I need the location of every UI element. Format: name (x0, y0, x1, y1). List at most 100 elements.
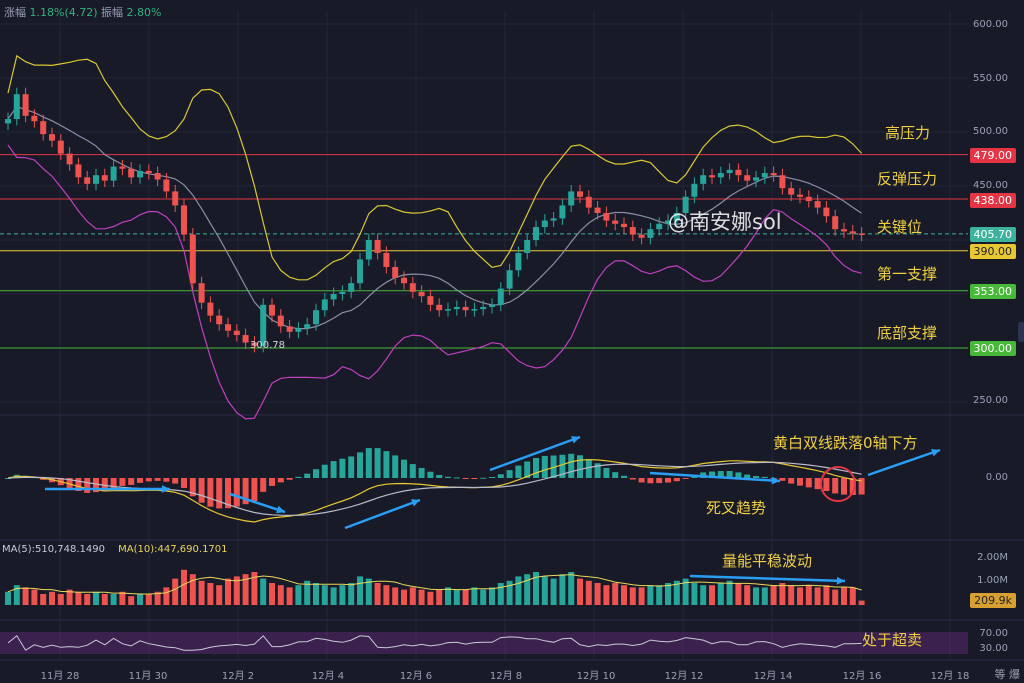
volume-bar (145, 594, 152, 605)
volume-bar (559, 574, 566, 605)
candle-body (13, 94, 20, 120)
macd-bar (365, 448, 372, 478)
candle-body (709, 175, 715, 178)
candle-body (744, 175, 751, 181)
volume-bar (84, 594, 91, 605)
macd-bar (594, 463, 601, 478)
macd-bar (744, 474, 751, 478)
candle-body (717, 173, 724, 178)
volume-bar (286, 587, 293, 605)
candle-body (348, 283, 355, 292)
volume-bar (603, 585, 610, 605)
volume-bar (832, 589, 839, 605)
macd-bar (269, 478, 275, 486)
volume-bar (726, 580, 733, 605)
volume-bar (541, 576, 548, 605)
macd-bar (154, 478, 161, 481)
volume-bar (357, 576, 363, 605)
macd-bar (110, 478, 117, 489)
candle-body (480, 306, 487, 310)
macd-bar (207, 478, 214, 507)
candle-body (101, 175, 108, 181)
volume-bar (401, 589, 407, 605)
candle-body (700, 175, 707, 184)
macd-bar (480, 477, 487, 479)
candle-body (770, 173, 777, 176)
macd-bar (330, 461, 337, 478)
x-label-dec2: 12月 2 (221, 671, 255, 682)
volume-bar (22, 587, 29, 605)
candle-body (57, 140, 64, 154)
candle-body (128, 168, 135, 178)
candle-body (339, 291, 346, 294)
annotation-death-cross: 死叉趋势 (706, 499, 767, 517)
corner-controls[interactable]: 等 爆 (994, 668, 1021, 681)
candle-body (665, 220, 671, 224)
annotation-key-level: 关键位 (877, 218, 923, 236)
macd-bar (612, 472, 619, 478)
volume-bar (612, 583, 619, 605)
macd-bar (128, 478, 135, 485)
macd-bar (673, 478, 680, 482)
macd-bar (497, 474, 504, 478)
macd-bar (823, 478, 830, 492)
macd-bar (788, 478, 795, 484)
macd-bar (638, 478, 645, 483)
volume-bar (841, 587, 847, 605)
candle-body (823, 207, 830, 217)
volume-bar (260, 578, 267, 605)
volume-bar (489, 587, 495, 605)
macd-bar (682, 478, 689, 479)
macd-bar (665, 478, 671, 483)
macd-bar (726, 471, 733, 478)
x-label-dec18: 12月 18 (930, 671, 970, 682)
volume-bar (550, 578, 557, 605)
volume-bar (181, 569, 187, 605)
volume-bar (471, 587, 478, 605)
candle-body (656, 223, 663, 230)
candle-body (568, 191, 575, 206)
candle-body (621, 223, 627, 228)
candle-body (841, 229, 847, 232)
scroll-handle[interactable] (1018, 322, 1024, 342)
low-marker: 300.78 (250, 340, 285, 351)
candle-body (49, 134, 55, 141)
level-tag-479: 479.00 (969, 148, 1016, 163)
macd-bar (453, 477, 460, 479)
x-label-dec16: 12月 16 (842, 671, 882, 682)
rsi-line (7, 635, 862, 651)
candle-body (779, 175, 786, 189)
macd-bar (717, 471, 724, 478)
volume-bar (57, 594, 64, 605)
macd-bar (260, 478, 267, 492)
x-label-dec14: 12月 14 (753, 671, 793, 682)
candle-body (453, 306, 460, 310)
candle-body (761, 173, 768, 178)
price-tick-500: 500.00 (973, 126, 1008, 137)
arrow-up-right (867, 448, 941, 477)
volume-bar (673, 580, 680, 605)
candle-body (374, 240, 381, 253)
volume-bar (480, 589, 487, 605)
candle-body (629, 227, 636, 235)
candle-body (515, 252, 522, 271)
macd-highlight-circle (820, 466, 856, 502)
volume-bar (49, 591, 55, 605)
x-label-dec4: 12月 4 (311, 671, 345, 682)
volume-bar (823, 585, 830, 605)
volume-bar (207, 583, 214, 605)
volume-bar (436, 589, 443, 605)
price-tick-250: 250.00 (973, 395, 1008, 406)
volume-bar (198, 580, 205, 605)
macd-bar (568, 453, 575, 478)
header-stats: 涨幅 1.18%(4.72) 振幅 2.80% (4, 4, 161, 20)
volume-bar (313, 583, 319, 605)
macd-bar (629, 478, 636, 480)
candle-body (225, 324, 231, 331)
volume-bar (242, 574, 249, 605)
annotation-first-support: 第一支撑 (877, 265, 938, 283)
macd-bar (418, 467, 425, 478)
macd-bar (119, 478, 126, 486)
candle-body (286, 326, 293, 332)
